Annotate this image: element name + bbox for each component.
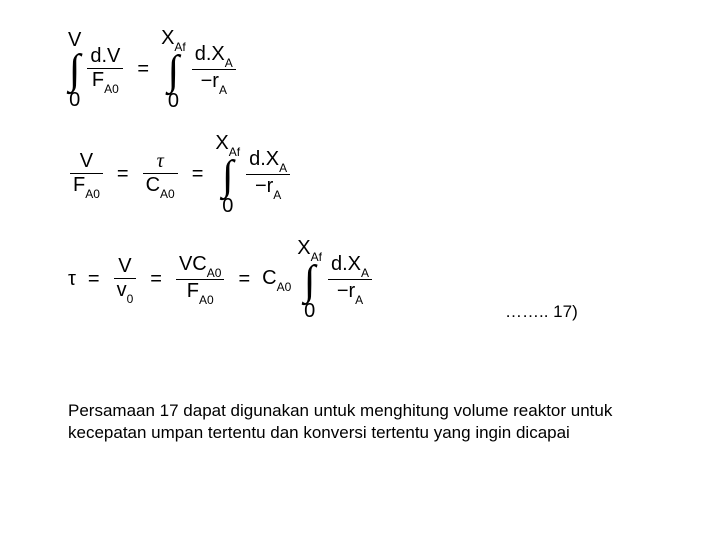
denom-base: F [187,280,199,302]
equals-sign: = [88,268,100,291]
fraction-denominator: v0 [114,279,137,304]
num-sub: A [279,161,287,175]
tau-symbol: τ [157,150,164,172]
num-sub: A [225,56,233,70]
integral-lower-limit: 0 [69,90,80,110]
num-base: VC [179,253,207,275]
fraction: τ CA0 [143,151,178,199]
denom-sub: A [355,293,363,307]
equation-2: V FA0 = τ CA0 = XAf ∫ 0 [68,133,374,216]
num-sub: A [361,266,369,280]
limit-sub: Af [311,250,322,264]
limit-base: X [215,132,228,154]
fraction-numerator: d.V [87,46,123,68]
denom-sub: A [273,188,281,202]
slide-page: V ∫ 0 d.V FA0 = XAf ∫ 0 d.XA [0,0,720,540]
fraction-denominator: CA0 [143,174,178,199]
equals-sign: = [150,268,162,291]
integral-symbol: XAf ∫ 0 [161,28,186,111]
fraction-denominator: FA0 [184,280,217,305]
fraction: V v0 [114,256,137,304]
fraction: VCA0 FA0 [176,254,224,304]
denom-base: −r [255,175,273,197]
integral-lower-limit: 0 [222,196,233,216]
denom-sub: A [219,83,227,97]
denom-base: C [146,174,160,196]
fraction: d.V FA0 [87,46,123,94]
fraction-denominator: −rA [334,280,366,305]
denom-base: −r [337,280,355,302]
fraction: d.XA −rA [192,44,236,94]
integral-symbol: XAf ∫ 0 [297,238,322,321]
fraction-numerator: d.XA [328,254,372,279]
description-paragraph: Persamaan 17 dapat digunakan untuk mengh… [68,400,628,444]
denom-base: −r [201,70,219,92]
equals-sign: = [192,163,204,186]
integral-sign-icon: ∫ [168,52,180,90]
integral-lower-limit: 0 [168,91,179,111]
denom-base: v [117,279,127,301]
fraction-numerator: V [115,256,134,278]
fraction-numerator: d.XA [192,44,236,69]
denom-base: F [92,69,104,91]
num-base: d.X [195,43,225,65]
coeff-base: C [262,267,276,289]
fraction-numerator: d.XA [246,149,290,174]
integral-sign-icon: ∫ [304,262,316,300]
limit-sub: Af [229,145,240,159]
limit-sub: Af [174,40,185,54]
fraction-denominator: −rA [198,70,230,95]
fraction: d.XA −rA [328,254,372,304]
equations-block: V ∫ 0 d.V FA0 = XAf ∫ 0 d.XA [68,28,374,343]
fraction-numerator: VCA0 [176,254,224,279]
fraction-denominator: FA0 [89,69,122,94]
denom-sub: A0 [160,187,175,201]
fraction: d.XA −rA [246,149,290,199]
equals-sign: = [137,58,149,81]
coefficient: CA0 [262,267,291,292]
equals-sign: = [238,268,250,291]
integral-symbol: V ∫ 0 [68,30,81,110]
equation-number-label: …….. 17) [505,302,578,322]
tau-lhs: τ [68,268,76,291]
num-base: d.X [249,148,279,170]
denom-sub: 0 [127,292,134,306]
denom-sub: A0 [85,187,100,201]
num-base: d.X [331,253,361,275]
limit-base: X [161,27,174,49]
fraction-denominator: FA0 [70,174,103,199]
denom-sub: A0 [199,293,214,307]
equation-1: V ∫ 0 d.V FA0 = XAf ∫ 0 d.XA [68,28,374,111]
num-sub: A0 [207,266,222,280]
denom-base: F [73,174,85,196]
denom-sub: A0 [104,82,119,96]
fraction-denominator: −rA [252,175,284,200]
fraction: V FA0 [70,151,103,199]
equals-sign: = [117,163,129,186]
coeff-sub: A0 [277,280,292,294]
integral-lower-limit: 0 [304,301,315,321]
equation-3: τ = V v0 = VCA0 FA0 = CA0 [68,238,374,321]
fraction-numerator: τ [154,151,167,173]
integral-symbol: XAf ∫ 0 [215,133,240,216]
limit-base: X [297,237,310,259]
integral-sign-icon: ∫ [222,157,234,195]
integral-sign-icon: ∫ [69,51,81,89]
fraction-numerator: V [77,151,96,173]
integral-upper-limit: XAf [161,28,186,51]
